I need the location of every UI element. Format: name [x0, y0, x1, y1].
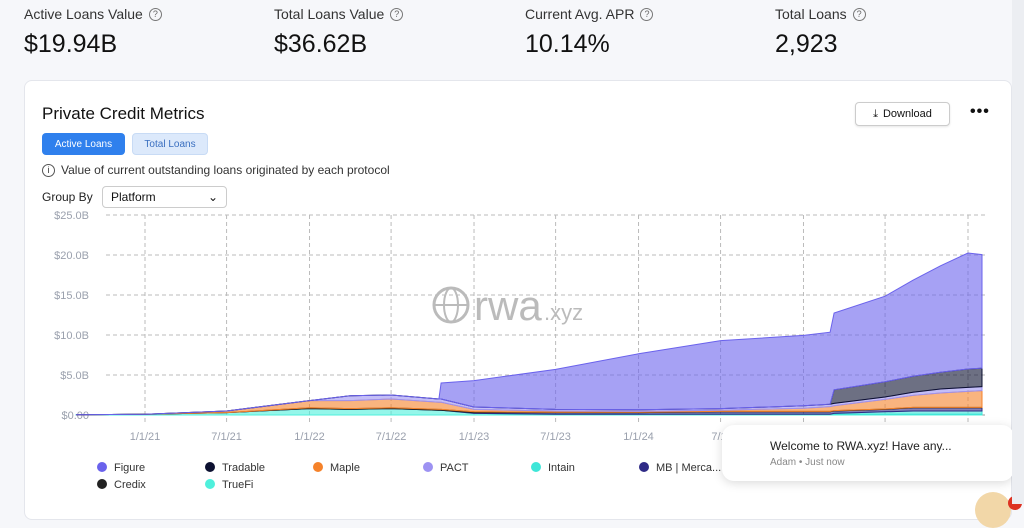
help-icon[interactable]: ?: [148, 7, 162, 21]
legend-marker: [205, 462, 215, 472]
watermark-logo: .xyz: [544, 300, 583, 325]
scrollbar[interactable]: [1012, 0, 1024, 504]
stat-label: Total Loans Value: [274, 6, 385, 22]
legend-item: MB | Merca...: [656, 462, 721, 474]
stat-label: Active Loans Value: [24, 6, 143, 22]
stat-value: $36.62B: [274, 30, 368, 58]
group-by-select[interactable]: Platform ⌄: [102, 186, 227, 208]
x-tick-label: 7/1/23: [540, 431, 571, 443]
stat-total-loans: Total Loans? 2,923: [775, 6, 866, 59]
legend-marker: [97, 462, 107, 472]
legend-item: Maple: [330, 462, 360, 474]
x-tick-label: 1/1/23: [459, 431, 490, 443]
stat-avg-apr: Current Avg. APR? 10.14%: [525, 6, 654, 59]
stat-value: 2,923: [775, 30, 838, 58]
y-tick-label: $20.0B: [54, 250, 89, 262]
help-icon[interactable]: ?: [852, 7, 866, 21]
x-tick-label: 1/1/24: [623, 431, 654, 443]
y-tick-label: $25.0B: [54, 210, 89, 222]
legend-marker: [205, 479, 215, 489]
y-tick-label: $0.00: [61, 410, 89, 422]
legend-marker: [423, 462, 433, 472]
info-icon: i: [42, 163, 55, 177]
card-title: Private Credit Metrics: [42, 104, 205, 123]
tab-active-loans[interactable]: Active Loans: [42, 133, 125, 155]
info-label: Value of current outstanding loans origi…: [61, 163, 390, 177]
area-figure: [75, 252, 983, 416]
info-text: i Value of current outstanding loans orig…: [42, 163, 390, 177]
area-chart: $0.00 $5.0B $10.0B $15.0B $20.0B $25.0B 1/1/21…: [54, 210, 985, 491]
legend-marker: [313, 462, 323, 472]
legend-marker: [97, 479, 107, 489]
legend-item: PACT: [440, 462, 469, 474]
toast-message: Welcome to RWA.xyz! Have any...: [770, 439, 952, 453]
group-by-value: Platform: [111, 190, 156, 204]
more-options-button[interactable]: •••: [970, 103, 990, 120]
chat-avatar[interactable]: [975, 492, 1011, 528]
legend-marker: [639, 462, 649, 472]
group-by-label: Group By: [42, 190, 93, 204]
tab-total-loans[interactable]: Total Loans: [132, 133, 208, 155]
stat-total-loans-value: Total Loans Value? $36.62B: [274, 6, 404, 59]
stat-value: $19.94B: [24, 30, 118, 58]
x-tick-label: 7/1/22: [376, 431, 407, 443]
download-icon: ⤓: [873, 107, 878, 120]
download-label: Download: [882, 108, 932, 120]
legend-item: Intain: [548, 462, 575, 474]
y-tick-label: $15.0B: [54, 290, 89, 302]
download-button[interactable]: ⤓ Download: [855, 102, 950, 126]
toast-sender: Adam • Just now: [770, 457, 845, 468]
legend-item: Figure: [114, 462, 145, 474]
legend-item: Credix: [114, 479, 146, 491]
x-tick-label: 1/1/22: [294, 431, 325, 443]
legend-item: Tradable: [222, 462, 265, 474]
stat-label: Total Loans: [775, 6, 847, 22]
chat-toast[interactable]: Welcome to RWA.xyz! Have any... Adam • J…: [722, 425, 1014, 481]
stat-active-loans-value: Active Loans Value? $19.94B: [24, 6, 162, 59]
watermark-logo: rwa: [474, 282, 542, 329]
y-tick-label: $5.0B: [60, 370, 89, 382]
stat-value: 10.14%: [525, 30, 610, 58]
help-icon[interactable]: ?: [640, 7, 654, 21]
y-tick-label: $10.0B: [54, 330, 89, 342]
x-tick-label: 1/1/21: [130, 431, 161, 443]
legend-marker: [531, 462, 541, 472]
chevron-down-icon: ⌄: [207, 190, 218, 204]
x-tick-label: 7/1/21: [211, 431, 242, 443]
legend-item: TrueFi: [222, 479, 253, 491]
help-icon[interactable]: ?: [390, 7, 404, 21]
stat-label: Current Avg. APR: [525, 6, 635, 22]
